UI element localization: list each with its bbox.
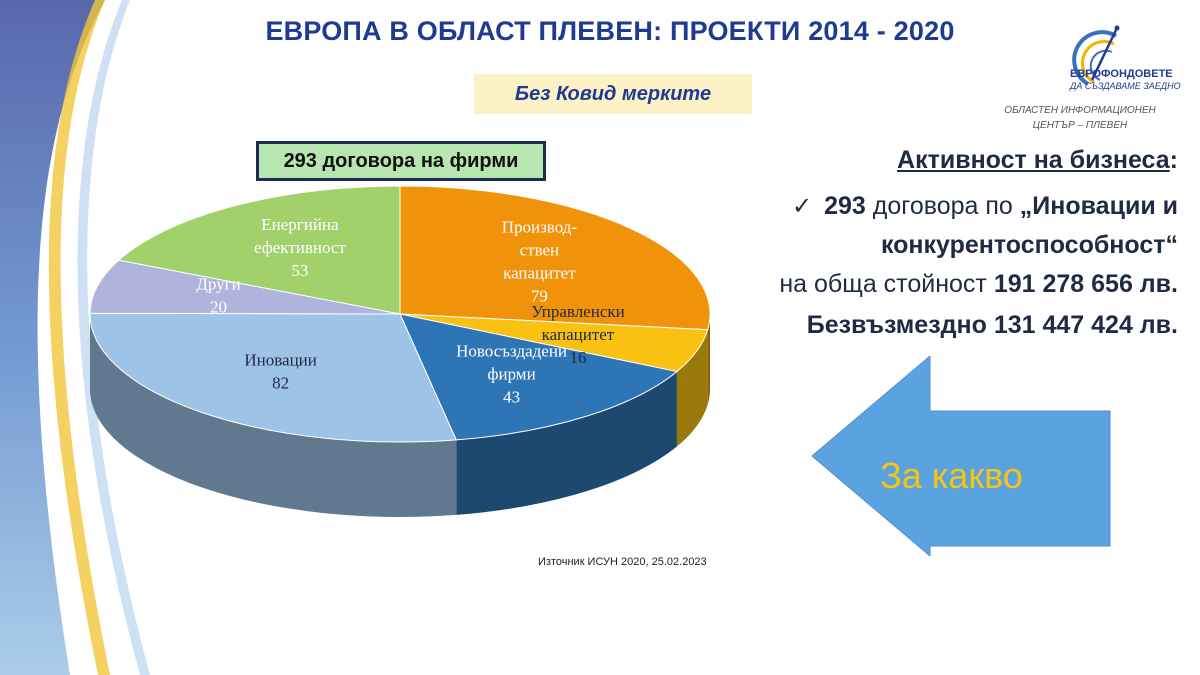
pie-slice-label: Иновации [244, 350, 317, 369]
eurofunds-logo-icon [1072, 25, 1120, 86]
pie-slice [89, 312, 457, 443]
contracts-label-box: 293 договора на фирми [256, 141, 546, 181]
activity-total-label: на обща стойност [779, 270, 994, 298]
pie-slice-side [707, 314, 710, 405]
subtitle-banner: Без Ковид мерките [474, 74, 752, 114]
pie-slice-value: 20 [210, 298, 227, 317]
source-note: Източник ИСУН 2020, 25.02.2023 [538, 556, 707, 568]
activity-program: „Иновации и [1019, 192, 1178, 220]
pie-slice-value: 53 [291, 261, 308, 280]
activity-line-grant: Безвъзмездно 131 447 424 лв. [807, 311, 1178, 340]
pie-slice [399, 313, 679, 441]
pie-slice-side [90, 314, 457, 517]
pie-slice [89, 259, 401, 315]
pie-slice-label: Управленски [531, 302, 625, 321]
pie-slice-label: Новосъздадени [456, 341, 567, 360]
pie-slice-side [676, 329, 708, 447]
pie-slice-side [456, 371, 677, 515]
activity-line-program: конкурентоспособност“ [881, 231, 1178, 260]
logo-tagline: ДА СЪЗДАВАМЕ ЗАЕДНО [1070, 81, 1181, 91]
pie-slice-value: 79 [531, 287, 548, 306]
pie-slice-value: 16 [569, 348, 586, 367]
pie-slice [117, 185, 401, 315]
arrow-label: За какво [880, 455, 1023, 496]
activity-heading-text: Активност на бизнеса [897, 146, 1170, 174]
pie-slice-label: ефективност [254, 238, 346, 257]
activity-line-total: на обща стойност 191 278 656 лв. [779, 270, 1178, 299]
logo-text: ЕВРОФОНДОВЕТЕ ДА СЪЗДАВАМЕ ЗАЕДНО [1070, 68, 1181, 92]
pie-slice-label: Производ- [502, 218, 578, 237]
pie-slice-value: 82 [272, 373, 289, 392]
pie-slice-label: капацитет [542, 325, 615, 344]
activity-grant: Безвъзмездно 131 447 424 лв. [806, 311, 1178, 339]
pie-slice [399, 185, 711, 331]
pie-slice-label: Енергийна [261, 215, 339, 234]
activity-line-contracts: ✓ 293 договора по „Иновации и [792, 192, 1178, 221]
pie-slice-label: капацитет [503, 264, 576, 283]
activity-total-value: 191 278 656 лв. [993, 270, 1178, 298]
contracts-label: 293 договора на фирми [283, 149, 519, 172]
left-arrow-icon [812, 356, 1111, 556]
page-title: ЕВРОПА В ОБЛАСТ ПЛЕВЕН: ПРОЕКТИ 2014 - 2… [265, 16, 955, 46]
pie-slice-label: Други [196, 275, 240, 294]
activity-heading-colon: : [1169, 146, 1178, 174]
info-center-line2: ЦЕНТЪР – ПЛЕВЕН [1032, 120, 1128, 131]
pie-slice-label: фирми [487, 364, 535, 383]
decorative-swoosh [0, 0, 150, 675]
pie-slice-label: ствен [520, 241, 560, 260]
info-center-line1: ОБЛАСТЕН ИНФОРМАЦИОНЕН [1004, 105, 1156, 116]
check-icon: ✓ [792, 193, 813, 220]
activity-heading: Активност на бизнеса: [897, 146, 1178, 175]
subtitle-text: Без Ковид мерките [514, 82, 712, 105]
pie-slice-value: 43 [503, 387, 520, 406]
activity-text1: договора по [865, 192, 1020, 220]
activity-count: 293 [824, 192, 866, 220]
info-center-label: ОБЛАСТЕН ИНФОРМАЦИОНЕН ЦЕНТЪР – ПЛЕВЕН [985, 103, 1175, 133]
activity-program2: конкурентоспособност“ [880, 231, 1178, 259]
logo-name: ЕВРОФОНДОВЕТЕ [1070, 68, 1173, 80]
